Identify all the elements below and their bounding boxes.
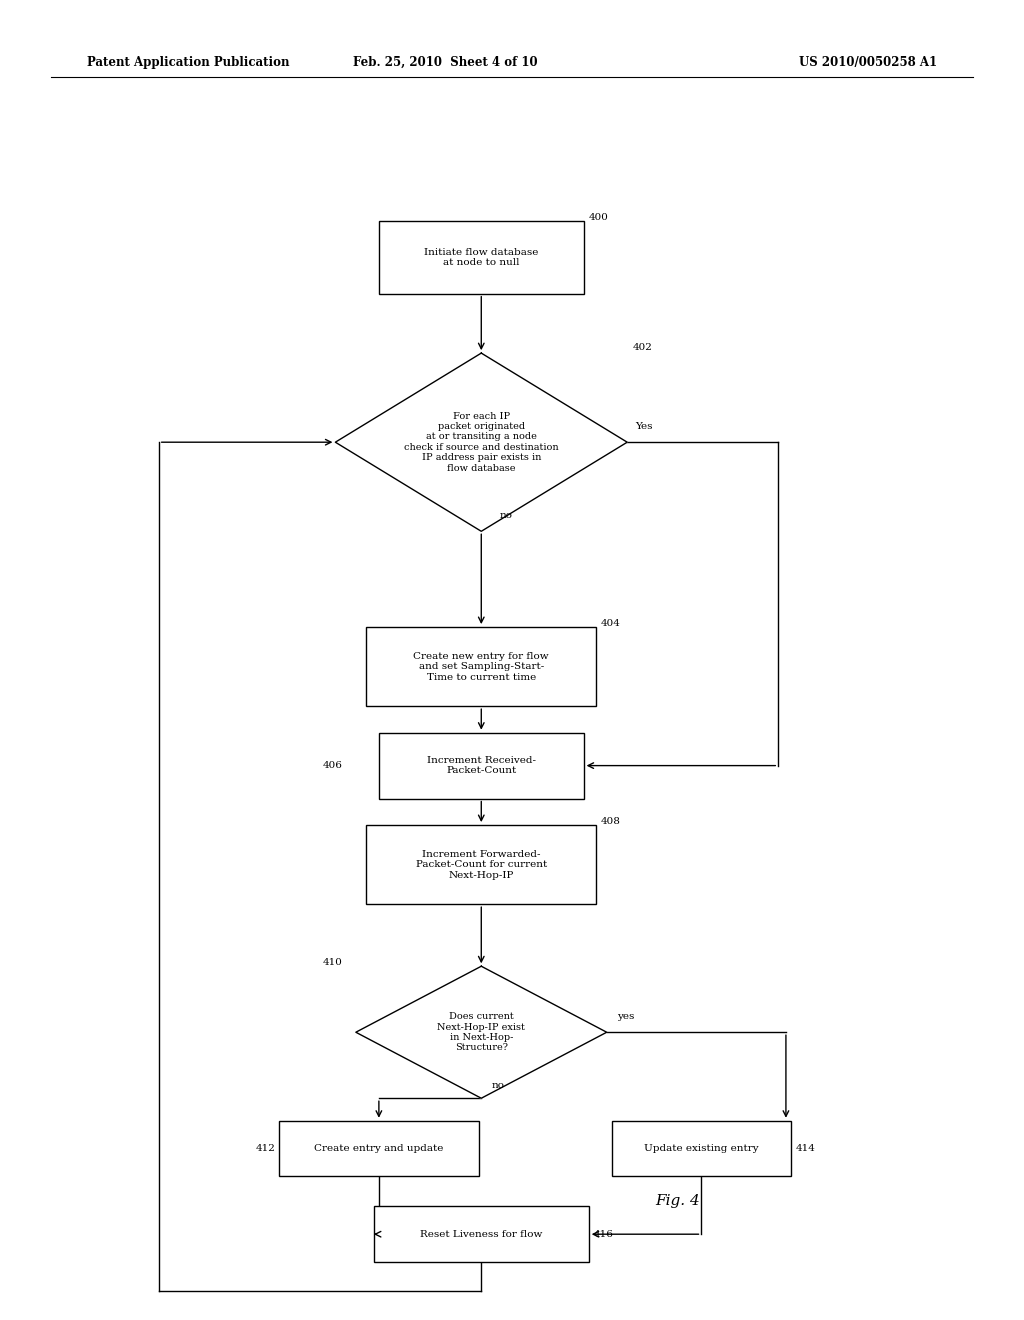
Text: 400: 400 bbox=[589, 214, 608, 222]
Bar bbox=[367, 627, 596, 706]
Text: 404: 404 bbox=[601, 619, 621, 627]
Text: yes: yes bbox=[616, 1012, 634, 1020]
Text: Fig. 4: Fig. 4 bbox=[655, 1195, 700, 1208]
Text: Increment Forwarded-
Packet-Count for current
Next-Hop-IP: Increment Forwarded- Packet-Count for cu… bbox=[416, 850, 547, 879]
Text: 402: 402 bbox=[633, 343, 652, 351]
Text: Initiate flow database
at node to null: Initiate flow database at node to null bbox=[424, 248, 539, 267]
Text: 412: 412 bbox=[256, 1144, 275, 1152]
Polygon shape bbox=[336, 352, 627, 531]
Text: no: no bbox=[492, 1081, 505, 1089]
Polygon shape bbox=[356, 966, 606, 1098]
Text: Yes: Yes bbox=[635, 422, 653, 430]
Text: Create new entry for flow
and set Sampling-Start-
Time to current time: Create new entry for flow and set Sampli… bbox=[414, 652, 549, 681]
Bar bbox=[379, 733, 584, 799]
Text: Patent Application Publication: Patent Application Publication bbox=[87, 55, 290, 69]
Text: For each IP
packet originated
at or transiting a node
check if source and destin: For each IP packet originated at or tran… bbox=[403, 412, 559, 473]
Bar bbox=[374, 1206, 589, 1262]
Text: Create entry and update: Create entry and update bbox=[314, 1144, 443, 1152]
Text: Feb. 25, 2010  Sheet 4 of 10: Feb. 25, 2010 Sheet 4 of 10 bbox=[353, 55, 538, 69]
Text: 410: 410 bbox=[323, 958, 342, 966]
Text: 414: 414 bbox=[796, 1144, 815, 1152]
Bar bbox=[379, 220, 584, 293]
Bar bbox=[279, 1121, 478, 1176]
Bar bbox=[367, 825, 596, 904]
Text: US 2010/0050258 A1: US 2010/0050258 A1 bbox=[799, 55, 937, 69]
Text: Reset Liveness for flow: Reset Liveness for flow bbox=[420, 1230, 543, 1238]
Bar bbox=[612, 1121, 791, 1176]
Text: Does current
Next-Hop-IP exist
in Next-Hop-
Structure?: Does current Next-Hop-IP exist in Next-H… bbox=[437, 1012, 525, 1052]
Text: Update existing entry: Update existing entry bbox=[644, 1144, 759, 1152]
Text: 416: 416 bbox=[594, 1230, 613, 1238]
Text: no: no bbox=[500, 511, 513, 520]
Text: 408: 408 bbox=[601, 817, 621, 825]
Text: Increment Received-
Packet-Count: Increment Received- Packet-Count bbox=[427, 756, 536, 775]
Text: 406: 406 bbox=[323, 762, 342, 770]
